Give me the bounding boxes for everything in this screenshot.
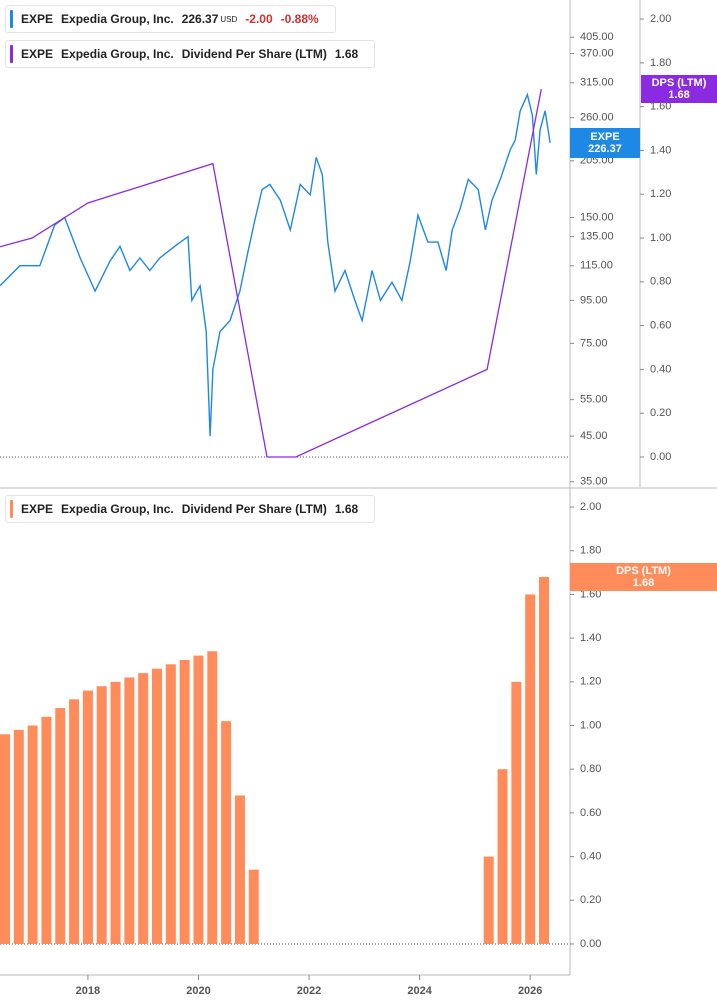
- y-tick-label: 1.60: [580, 588, 601, 600]
- y-tick-label: 0.40: [580, 850, 601, 862]
- y-tick-label: 95.00: [580, 294, 608, 306]
- bar: [13, 729, 24, 944]
- y-tick-label: 315.00: [580, 77, 614, 89]
- bar: [110, 681, 121, 944]
- x-tick-label: 2020: [186, 985, 210, 997]
- y-tick-label: 0.20: [650, 407, 671, 419]
- tag-text: 1.68: [632, 576, 655, 589]
- change-pct: -0.88%: [280, 12, 319, 26]
- bar: [165, 664, 176, 944]
- bar: [207, 651, 218, 944]
- y-tick-label: 1.20: [580, 676, 601, 688]
- bar: [69, 699, 80, 944]
- bar: [221, 721, 232, 944]
- x-tick-label: 2026: [518, 985, 542, 997]
- price-tag: EXPE 226.37: [570, 127, 640, 158]
- y-tick-label: 0.60: [580, 807, 601, 819]
- series-line: [0, 88, 542, 458]
- bar: [193, 655, 204, 944]
- tag-text: DPS (LTM): [651, 77, 707, 90]
- y-tick-label: 0.80: [650, 276, 671, 288]
- tag-text: EXPE: [590, 130, 620, 143]
- last-price: 226.37: [181, 12, 219, 26]
- y-tick-label: 135.00: [580, 231, 614, 243]
- tag-text: 226.37: [588, 142, 622, 155]
- y-tick-label: 1.00: [580, 719, 601, 731]
- y-tick-label: 55.00: [580, 394, 608, 406]
- series-name: Dividend Per Share (LTM): [181, 47, 327, 61]
- bar: [248, 869, 259, 944]
- y-tick-label: 35.00: [580, 476, 608, 488]
- y-tick-label: 45.00: [580, 430, 608, 442]
- company: Expedia Group, Inc.: [61, 502, 174, 516]
- y-tick-label: 1.40: [580, 632, 601, 644]
- bar-legend: EXPE Expedia Group, Inc. Dividend Per Sh…: [5, 495, 376, 523]
- x-tick-label: 2018: [76, 985, 100, 997]
- bar: [41, 716, 52, 944]
- bar: [497, 769, 508, 944]
- y-tick-label: 150.00: [580, 211, 614, 223]
- y-tick-label: 370.00: [580, 47, 614, 59]
- y-tick-label: 1.20: [650, 188, 671, 200]
- ticker: EXPE: [21, 12, 54, 26]
- y-tick-label: 405.00: [580, 31, 614, 43]
- y-tick-label: 1.80: [650, 57, 671, 69]
- last-value: 1.68: [334, 502, 359, 516]
- bar: [138, 673, 149, 944]
- ticker: EXPE: [21, 47, 54, 61]
- y-tick-label: 0.40: [650, 363, 671, 375]
- y-tick-label: 75.00: [580, 337, 608, 349]
- legend-swatch: [10, 500, 13, 518]
- bar: [0, 734, 10, 944]
- y-tick-label: 0.00: [650, 451, 671, 463]
- bar: [179, 659, 190, 944]
- bar: [82, 690, 93, 944]
- legend-swatch: [10, 10, 13, 28]
- bar: [55, 708, 66, 944]
- bar: [511, 681, 522, 944]
- bar: [525, 594, 536, 944]
- y-tick-label: 1.60: [650, 101, 671, 113]
- bar: [124, 677, 135, 944]
- y-tick-label: 260.00: [580, 112, 614, 124]
- currency: USD: [220, 14, 238, 24]
- x-tick-label: 2022: [297, 985, 321, 997]
- y-tick-label: 0.00: [580, 938, 601, 950]
- dps-tag: DPS (LTM) 1.68: [570, 562, 717, 591]
- bar: [483, 856, 494, 944]
- tag-text: DPS (LTM): [616, 564, 671, 577]
- dps-legend: EXPE Expedia Group, Inc. Dividend Per Sh…: [5, 40, 376, 68]
- price-legend: EXPE Expedia Group, Inc. 226.37 USD -2.0…: [5, 5, 336, 33]
- y-tick-label: 1.00: [650, 232, 671, 244]
- last-value: 1.68: [334, 47, 359, 61]
- bar: [96, 686, 107, 944]
- tag-text: 1.68: [668, 89, 690, 102]
- company: Expedia Group, Inc.: [61, 47, 174, 61]
- bar: [539, 576, 550, 944]
- legend-swatch: [10, 45, 13, 63]
- plot: [0, 88, 551, 458]
- y-tick-label: 0.20: [580, 894, 601, 906]
- series-line: [0, 92, 551, 437]
- y-tick-label: 1.40: [650, 144, 671, 156]
- company: Expedia Group, Inc.: [61, 12, 174, 26]
- y-tick-label: 2.00: [650, 13, 671, 25]
- ticker: EXPE: [21, 502, 54, 516]
- y-tick-label: 0.80: [580, 763, 601, 775]
- series-name: Dividend Per Share (LTM): [181, 502, 327, 516]
- bar: [234, 795, 245, 944]
- y-tick-label: 115.00: [580, 260, 613, 272]
- x-tick-label: 2024: [407, 985, 432, 997]
- y-tick-label: 1.80: [580, 545, 601, 557]
- y-tick-label: 0.60: [650, 320, 671, 332]
- change: -2.00: [245, 12, 273, 26]
- dps-tag: DPS (LTM) 1.68: [641, 75, 717, 104]
- y-tick-label: 2.00: [580, 501, 601, 513]
- bar: [152, 668, 163, 944]
- bar: [27, 725, 38, 944]
